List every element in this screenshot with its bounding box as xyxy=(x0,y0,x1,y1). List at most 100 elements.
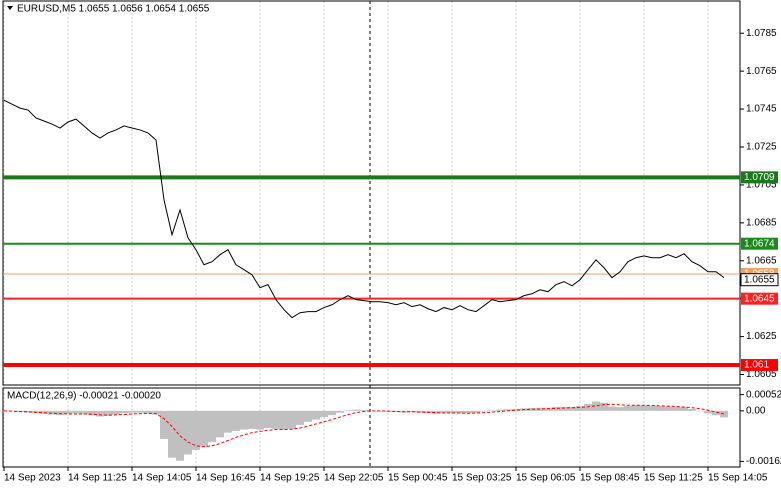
level-label-box xyxy=(741,359,778,372)
price-line xyxy=(3,99,725,319)
macd-bar xyxy=(216,410,224,438)
macd-bar xyxy=(288,410,296,429)
macd-bar xyxy=(304,410,312,422)
macd-bar xyxy=(296,410,304,425)
macd-bar xyxy=(496,409,504,411)
macd-bar xyxy=(88,410,96,416)
macd-bar xyxy=(352,409,360,411)
level-label-box xyxy=(741,292,778,305)
level-label-box xyxy=(741,237,778,250)
macd-bar xyxy=(136,410,144,413)
macd-bar xyxy=(392,410,400,413)
macd-bar xyxy=(472,410,480,413)
macd-bar xyxy=(144,410,152,414)
macd-bar xyxy=(248,410,256,429)
macd-bar xyxy=(568,407,576,411)
macd-bar xyxy=(608,406,616,411)
x-tick-label: 15 Sep 11:25 xyxy=(644,473,703,484)
macd-bar xyxy=(200,410,208,447)
macd-bar xyxy=(624,405,632,411)
x-tick-label: 14 Sep 16:45 xyxy=(196,473,256,484)
macd-bar xyxy=(592,401,600,411)
macd-bar xyxy=(712,410,720,416)
macd-header: MACD(12,26,9) -0.00021 -0.00020 xyxy=(7,391,161,402)
y-tick-label: 1.0745 xyxy=(746,104,777,115)
macd-bar xyxy=(232,410,240,432)
grid xyxy=(3,1,709,467)
macd-bar xyxy=(704,410,712,414)
macd-bar xyxy=(208,410,216,443)
macd-bar xyxy=(688,408,696,411)
signal-line xyxy=(3,403,725,448)
macd-bar xyxy=(264,410,272,428)
macd-bar xyxy=(408,410,416,413)
price-label-box xyxy=(740,273,779,287)
y-tick-label: 1.0705 xyxy=(746,180,777,191)
symbol-header: EURUSD,M5 1.0655 1.0656 1.0654 1.0655 xyxy=(17,4,210,15)
macd-bar xyxy=(616,407,624,411)
price-label: 1.0655 xyxy=(744,274,775,285)
macd-bar xyxy=(696,410,704,412)
x-tick-label: 15 Sep 06:05 xyxy=(516,473,576,484)
y-tick-label: 1.0685 xyxy=(746,217,777,228)
macd-bar xyxy=(368,410,376,412)
level-label-box xyxy=(741,171,778,184)
macd-bar xyxy=(224,410,232,433)
macd-bar xyxy=(656,406,664,411)
macd-bar xyxy=(552,407,560,411)
macd-bar xyxy=(24,410,32,413)
macd-bar xyxy=(96,410,104,417)
macd-bar xyxy=(336,410,344,413)
main-frame xyxy=(2,0,741,386)
y-tick-label: 1.0605 xyxy=(746,369,777,380)
macd-bar xyxy=(272,410,280,429)
macd-bar xyxy=(344,410,352,411)
macd-bar xyxy=(432,410,440,414)
menu-arrow xyxy=(7,6,13,10)
level-label: 1.0645 xyxy=(744,293,775,304)
macd-bar xyxy=(112,410,120,415)
macd-bar xyxy=(544,407,552,411)
y-tick-label: 0.00 xyxy=(746,405,766,416)
macd-bar xyxy=(192,410,200,450)
x-tick-label: 14 Sep 19:25 xyxy=(260,473,320,484)
macd-bar xyxy=(512,408,520,411)
macd-bar xyxy=(600,402,608,411)
macd-bar xyxy=(280,410,288,430)
macd-bar xyxy=(240,410,248,430)
macd-bar xyxy=(80,410,88,414)
x-tick-label: 15 Sep 00:45 xyxy=(388,473,448,484)
macd-bar xyxy=(64,410,72,414)
macd-bar xyxy=(184,410,192,455)
x-tick-label: 14 Sep 11:25 xyxy=(68,473,127,484)
macd-bar xyxy=(488,410,496,411)
macd-bar xyxy=(664,406,672,411)
macd-bar xyxy=(48,410,56,415)
macd-bar xyxy=(120,410,128,414)
x-tick-label: 15 Sep 03:25 xyxy=(452,473,512,484)
y-tick-label: 1.0785 xyxy=(746,28,777,39)
y-tick-label: 1.0725 xyxy=(746,142,777,153)
x-tick-label: 14 Sep 14:05 xyxy=(132,473,192,484)
y-tick-label: 0.00052 xyxy=(746,389,781,400)
macd-bar xyxy=(320,410,328,418)
macd-bar xyxy=(128,410,136,413)
macd-bar xyxy=(648,405,656,411)
x-tick-label: 14 Sep 22:05 xyxy=(324,473,384,484)
x-tick-label: 15 Sep 08:45 xyxy=(580,473,640,484)
macd-bar xyxy=(448,410,456,414)
y-tick-label: 1.0625 xyxy=(746,331,777,342)
macd-bar xyxy=(8,410,16,412)
macd-bar xyxy=(640,405,648,411)
level-label: 1.061 xyxy=(744,360,769,371)
x-tick-label: 15 Sep 14:05 xyxy=(708,473,768,484)
y-tick-label: 1.0765 xyxy=(746,66,777,77)
y-tick-label: 1.0665 xyxy=(746,255,777,266)
macd-bar xyxy=(560,406,568,411)
macd-bar xyxy=(56,410,64,416)
macd-bar xyxy=(160,410,168,439)
macd-bar xyxy=(672,406,680,411)
macd-bar xyxy=(632,405,640,411)
